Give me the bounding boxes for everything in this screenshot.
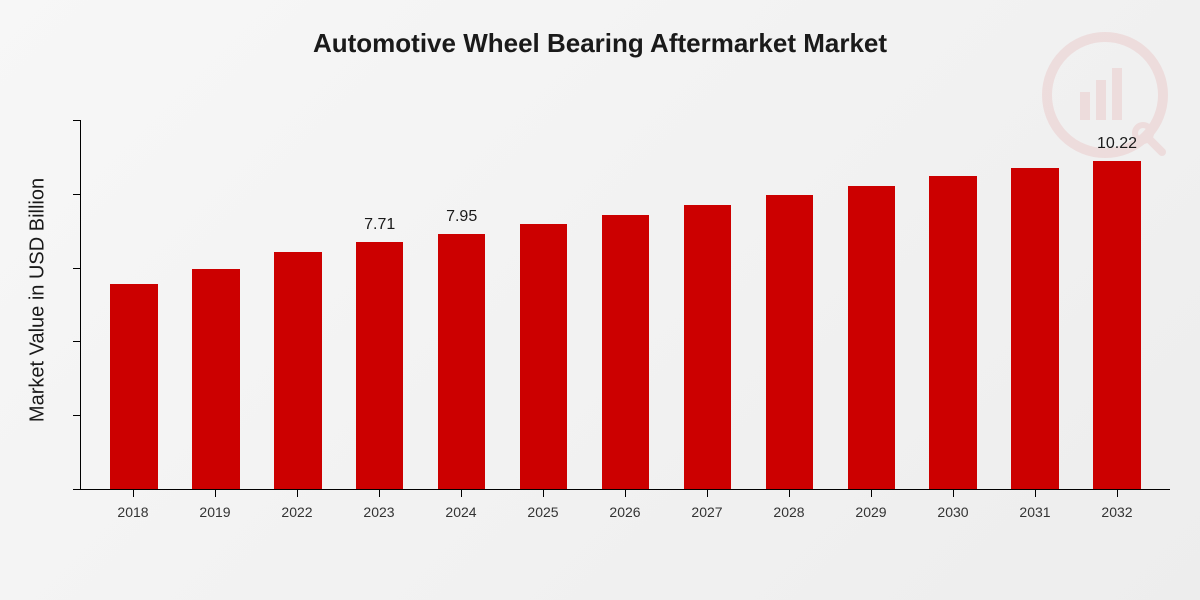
y-tick — [73, 194, 81, 195]
x-tick — [1117, 490, 1118, 497]
x-tick — [461, 490, 462, 497]
bar-slot: 10.22 — [1076, 120, 1158, 489]
bars-container: 7.71 7.95 10.22 — [81, 120, 1170, 489]
bar — [1011, 168, 1059, 489]
x-tick-label: 2031 — [994, 490, 1076, 540]
x-tick — [789, 490, 790, 497]
x-tick-label: 2025 — [502, 490, 584, 540]
x-tick-label: 2027 — [666, 490, 748, 540]
y-tick — [73, 120, 81, 121]
x-axis-labels: 2018201920222023202420252026202720282029… — [80, 490, 1170, 540]
bar-slot — [175, 120, 257, 489]
bar-slot: 7.71 — [339, 120, 421, 489]
bar-value-label: 7.95 — [446, 208, 477, 226]
bar — [684, 205, 732, 489]
y-tick — [73, 268, 81, 269]
bar — [929, 176, 977, 489]
x-tick — [215, 490, 216, 497]
bar-slot — [93, 120, 175, 489]
x-tick-label: 2030 — [912, 490, 994, 540]
x-tick — [625, 490, 626, 497]
chart-title: Automotive Wheel Bearing Aftermarket Mar… — [0, 0, 1200, 59]
bar: 7.95 — [438, 234, 486, 489]
plot-area: 7.71 7.95 10.22 — [80, 120, 1170, 490]
bar-slot — [666, 120, 748, 489]
bar-slot: 7.95 — [421, 120, 503, 489]
bar — [602, 215, 650, 489]
bar-slot — [748, 120, 830, 489]
bar: 10.22 — [1093, 161, 1141, 489]
x-tick-label: 2019 — [174, 490, 256, 540]
bar — [520, 224, 568, 489]
x-tick — [953, 490, 954, 497]
bar — [848, 186, 896, 489]
x-tick-label: 2023 — [338, 490, 420, 540]
x-tick-label: 2032 — [1076, 490, 1158, 540]
bar-value-label: 7.71 — [364, 216, 395, 234]
bar-slot — [257, 120, 339, 489]
x-tick — [1035, 490, 1036, 497]
x-tick-label: 2024 — [420, 490, 502, 540]
bar — [274, 252, 322, 489]
bar-slot — [994, 120, 1076, 489]
x-tick-label: 2022 — [256, 490, 338, 540]
x-tick — [133, 490, 134, 497]
bar-slot — [503, 120, 585, 489]
chart-area: 7.717.9510.22 20182019202220232024202520… — [80, 90, 1170, 540]
x-tick-label: 2028 — [748, 490, 830, 540]
x-tick — [379, 490, 380, 497]
x-tick — [543, 490, 544, 497]
y-tick — [73, 415, 81, 416]
bar-slot — [585, 120, 667, 489]
x-tick-label: 2029 — [830, 490, 912, 540]
y-axis-label: Market Value in USD Billion — [27, 178, 50, 422]
bar: 7.71 — [356, 242, 404, 489]
bar-slot — [912, 120, 994, 489]
bar-slot — [830, 120, 912, 489]
bar-value-label: 10.22 — [1097, 135, 1137, 153]
x-tick-label: 2018 — [92, 490, 174, 540]
x-tick — [297, 490, 298, 497]
x-tick — [871, 490, 872, 497]
y-tick — [73, 341, 81, 342]
bar — [192, 269, 240, 489]
bar — [766, 195, 814, 489]
x-tick — [707, 490, 708, 497]
x-tick-label: 2026 — [584, 490, 666, 540]
bar — [110, 284, 158, 489]
